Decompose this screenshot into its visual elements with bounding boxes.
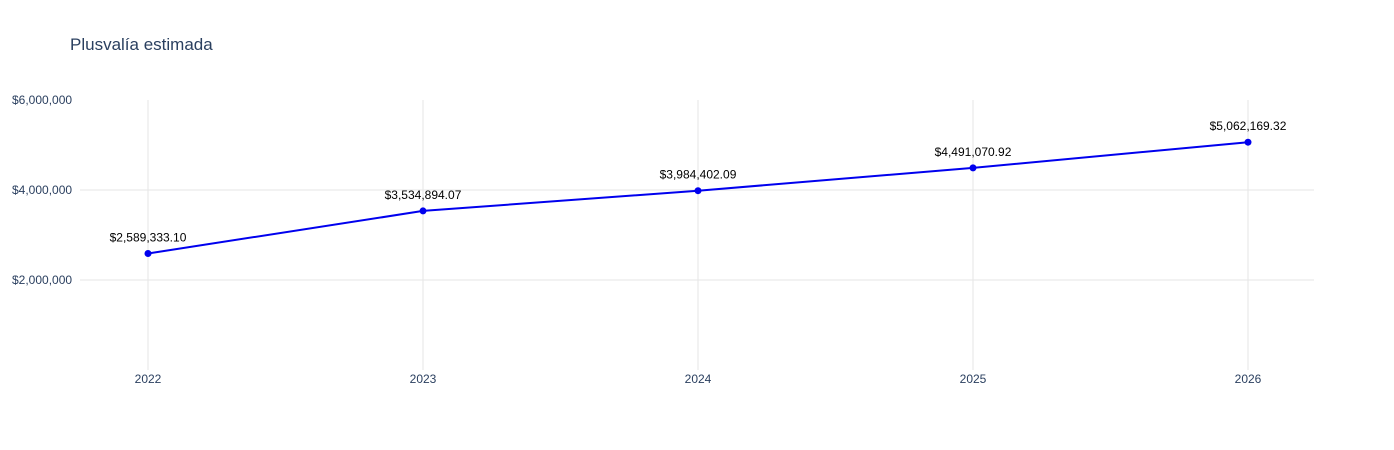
data-label-layer: $2,589,333.10 $3,534,894.07 $3,984,402.09 $… [110, 119, 1287, 244]
data-label: $3,534,894.07 [385, 188, 462, 202]
x-tick-label: 2023 [410, 372, 437, 386]
data-point-marker [144, 249, 152, 257]
x-tick-label: 2025 [960, 372, 987, 386]
data-point-marker [694, 187, 702, 195]
data-label: $3,984,402.09 [660, 168, 737, 182]
y-tick-label: $4,000,000 [12, 183, 72, 197]
data-label: $4,491,070.92 [935, 145, 1012, 159]
data-label: $2,589,333.10 [110, 230, 187, 244]
chart-title: Plusvalía estimada [70, 35, 213, 54]
x-tick-label: 2022 [135, 372, 162, 386]
data-label: $5,062,169.32 [1210, 119, 1287, 133]
data-point-marker [419, 207, 427, 215]
x-tick-label: 2026 [1235, 372, 1262, 386]
axis-layer: $2,000,000 $4,000,000 $6,000,000 2022 2023 20… [12, 93, 1262, 386]
y-tick-label: $2,000,000 [12, 273, 72, 287]
y-tick-label: $6,000,000 [12, 93, 72, 107]
x-tick-label: 2024 [685, 372, 712, 386]
data-point-marker [1244, 138, 1252, 146]
data-point-marker [969, 164, 977, 172]
series-layer [144, 138, 1252, 257]
